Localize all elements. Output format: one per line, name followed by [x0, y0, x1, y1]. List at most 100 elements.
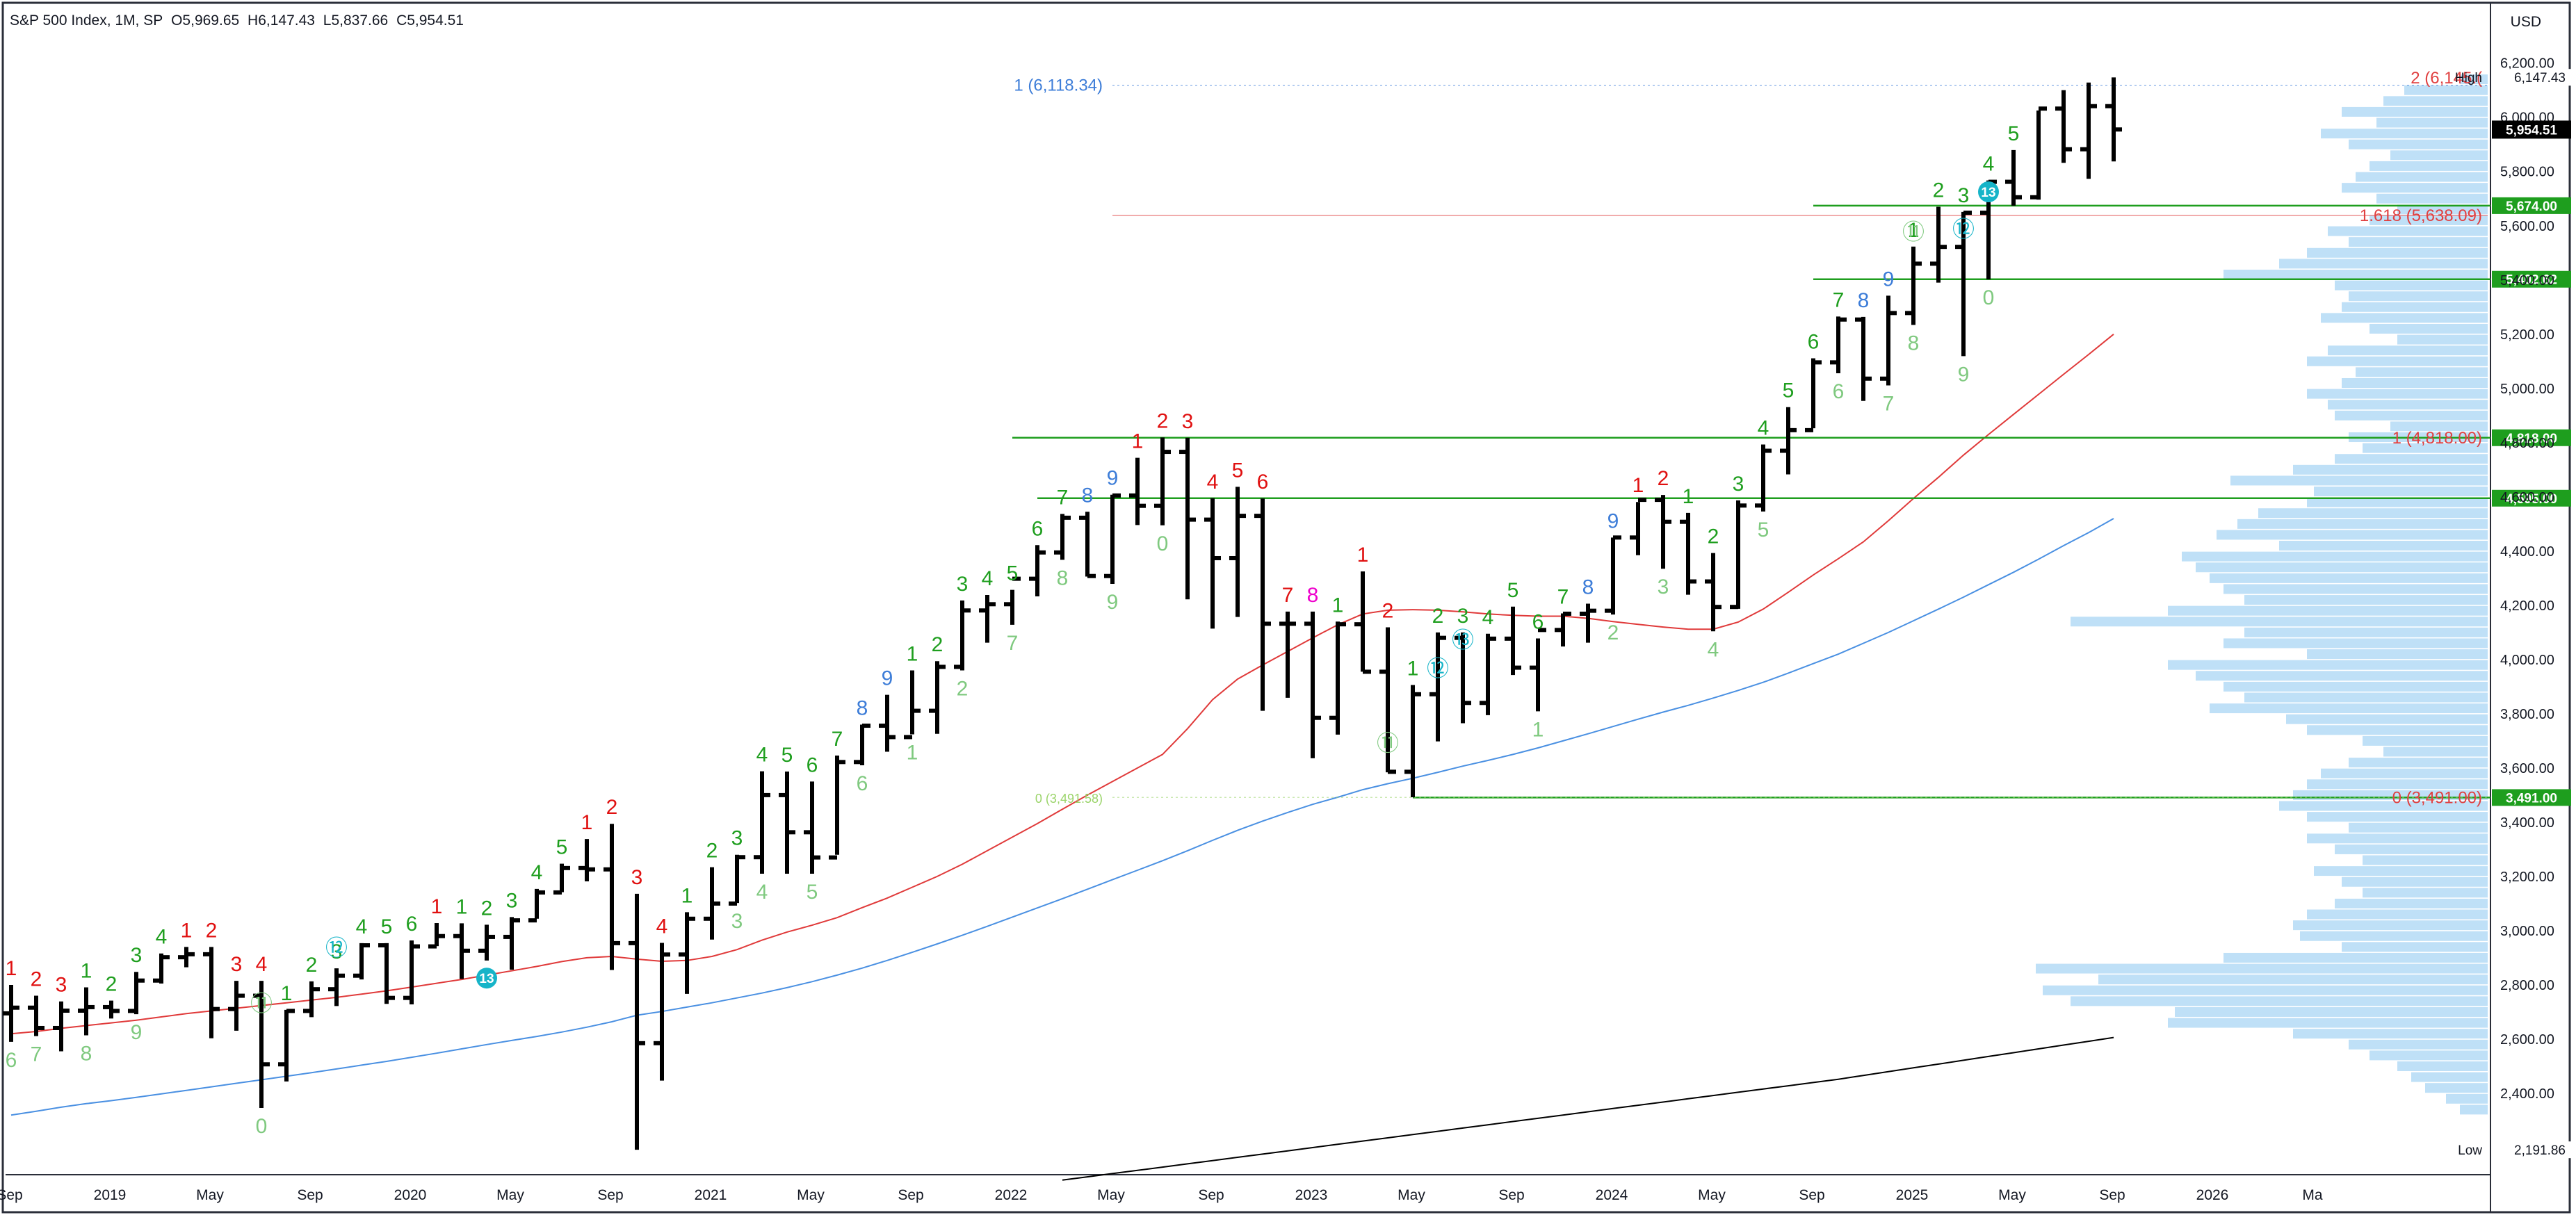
volume-profile-bar: [2363, 855, 2488, 865]
td-count-label: 4: [1482, 606, 1494, 629]
volume-profile-bar: [2370, 161, 2488, 171]
ohlc-high: H6,147.43: [248, 13, 315, 28]
td-circle-marker: [476, 968, 497, 989]
time-axis-tick: May: [1097, 1187, 1125, 1203]
extreme-price-note: High: [2455, 71, 2482, 85]
price-axis-tick: 3,400.00: [2500, 815, 2554, 831]
volume-profile-bar: [2349, 291, 2488, 302]
td-count-label: 3: [1958, 184, 1970, 207]
td-count-label: 7: [1833, 288, 1845, 311]
ohlc-close: C5,954.51: [396, 13, 464, 28]
volume-profile-bar: [2349, 758, 2488, 768]
td-count-label: 5: [1232, 459, 1244, 482]
td-circle-label: 13: [479, 972, 494, 986]
extreme-price-label: 2,191.86: [2514, 1143, 2566, 1158]
volume-profile-bar: [2342, 302, 2488, 312]
td-count-label: 1: [431, 895, 443, 918]
volume-profile-bar: [2196, 671, 2488, 681]
price-axis-tick: 5,400.00: [2500, 273, 2554, 288]
volume-profile-bar: [2307, 356, 2488, 366]
volume-profile-bar: [2342, 942, 2488, 952]
td-count-label: 4: [356, 915, 368, 938]
td-count-label: 8: [1908, 332, 1920, 355]
volume-profile-bar: [2168, 660, 2488, 670]
volume-profile-bar: [2279, 259, 2488, 269]
volume-profile-bar: [2349, 822, 2488, 833]
td-count-label: 9: [131, 1021, 143, 1044]
volume-profile-bar: [2307, 812, 2488, 822]
td-count-label: 1: [1908, 219, 1920, 242]
last-price-tag: [2492, 120, 2571, 139]
price-axis-tick: 2,400.00: [2500, 1086, 2554, 1102]
extreme-price-tag: [2492, 1141, 2571, 1159]
td-count-label: 5: [781, 744, 793, 767]
td-circle-label: ⑬: [1452, 628, 1474, 653]
td-count-label: 9: [1107, 467, 1119, 490]
volume-profile-bar: [2071, 617, 2488, 627]
time-axis-tick: 2024: [1596, 1187, 1628, 1203]
volume-profile-bar: [2411, 1072, 2488, 1082]
td-count-label: 1: [1332, 594, 1344, 617]
td-count-label: 2: [957, 677, 969, 700]
volume-profile-bar: [2230, 475, 2488, 486]
td-count-label: 8: [81, 1043, 92, 1066]
volume-profile-bar: [2370, 323, 2488, 334]
volume-profile-bar: [2223, 681, 2488, 692]
volume-profile-bar: [2043, 985, 2488, 995]
time-axis-tick: May: [1998, 1187, 2026, 1203]
td-count-label: 3: [331, 940, 343, 963]
volume-profile-bar: [2328, 400, 2488, 410]
td-count-label: 2: [1658, 467, 1669, 490]
td-count-label: 3: [731, 910, 743, 933]
td-count-label: 1: [281, 982, 293, 1005]
td-circle-label: ⑪: [250, 990, 273, 1016]
level-price-tag: [2492, 429, 2571, 446]
level-price-label: 4,595.00: [2506, 492, 2557, 507]
time-axis-tick: Sep: [898, 1187, 923, 1203]
td-circle-label: ⑪: [1902, 220, 1925, 245]
td-count-label: 3: [506, 889, 518, 912]
volume-profile-bar: [2342, 183, 2488, 193]
volume-profile-bar: [2425, 1083, 2488, 1093]
symbol-title: S&P 500 Index, 1M, SP: [10, 13, 163, 28]
time-axis-tick: 2022: [995, 1187, 1028, 1203]
volume-profile-bar: [2210, 573, 2488, 583]
td-count-label: 6: [6, 1049, 17, 1072]
volume-profile-bar: [2307, 833, 2488, 844]
time-axis-tick: Sep: [0, 1187, 23, 1203]
td-count-label: 1: [6, 957, 17, 980]
price-axis-tick: 3,000.00: [2500, 924, 2554, 939]
td-count-label: 1: [681, 884, 693, 907]
td-count-label: 1: [1633, 474, 1644, 497]
td-count-label: 5: [556, 836, 568, 859]
volume-profile-bar: [2370, 1050, 2488, 1061]
volume-profile-bar: [2363, 735, 2488, 746]
volume-profile-bar: [2460, 1104, 2488, 1115]
volume-profile-bar: [2349, 1039, 2488, 1050]
td-count-label: 4: [1708, 638, 1719, 661]
volume-profile-bar: [2314, 487, 2488, 497]
td-count-label: 6: [1833, 380, 1845, 403]
volume-profile-bar: [2446, 1093, 2488, 1104]
ma_fast-line: [10, 334, 2114, 1035]
volume-profile-bar: [2307, 909, 2488, 920]
volume-profile-bar: [2356, 172, 2488, 182]
td-count-label: 8: [1082, 484, 1094, 507]
td-count-label: 5: [1507, 579, 1519, 602]
volume-profile-bar: [2293, 1029, 2488, 1039]
price-axis-tick: 5,200.00: [2500, 327, 2554, 343]
volume-profile-bar: [2307, 779, 2488, 790]
time-axis-tick: 2020: [394, 1187, 427, 1203]
td-count-label: 1: [1683, 485, 1694, 508]
level-price-tag: [2492, 197, 2571, 214]
fib-label: 1.618 (5,638.09): [2360, 206, 2482, 225]
volume-profile-bar: [2168, 605, 2488, 616]
last-price-label: 5,954.51: [2506, 123, 2557, 138]
td-count-label: 5: [381, 915, 393, 938]
time-axis-tick: May: [496, 1187, 524, 1203]
volume-profile-bar: [2293, 464, 2488, 475]
td-count-label: 3: [631, 866, 643, 889]
td-count-label: 2: [1933, 179, 1945, 202]
